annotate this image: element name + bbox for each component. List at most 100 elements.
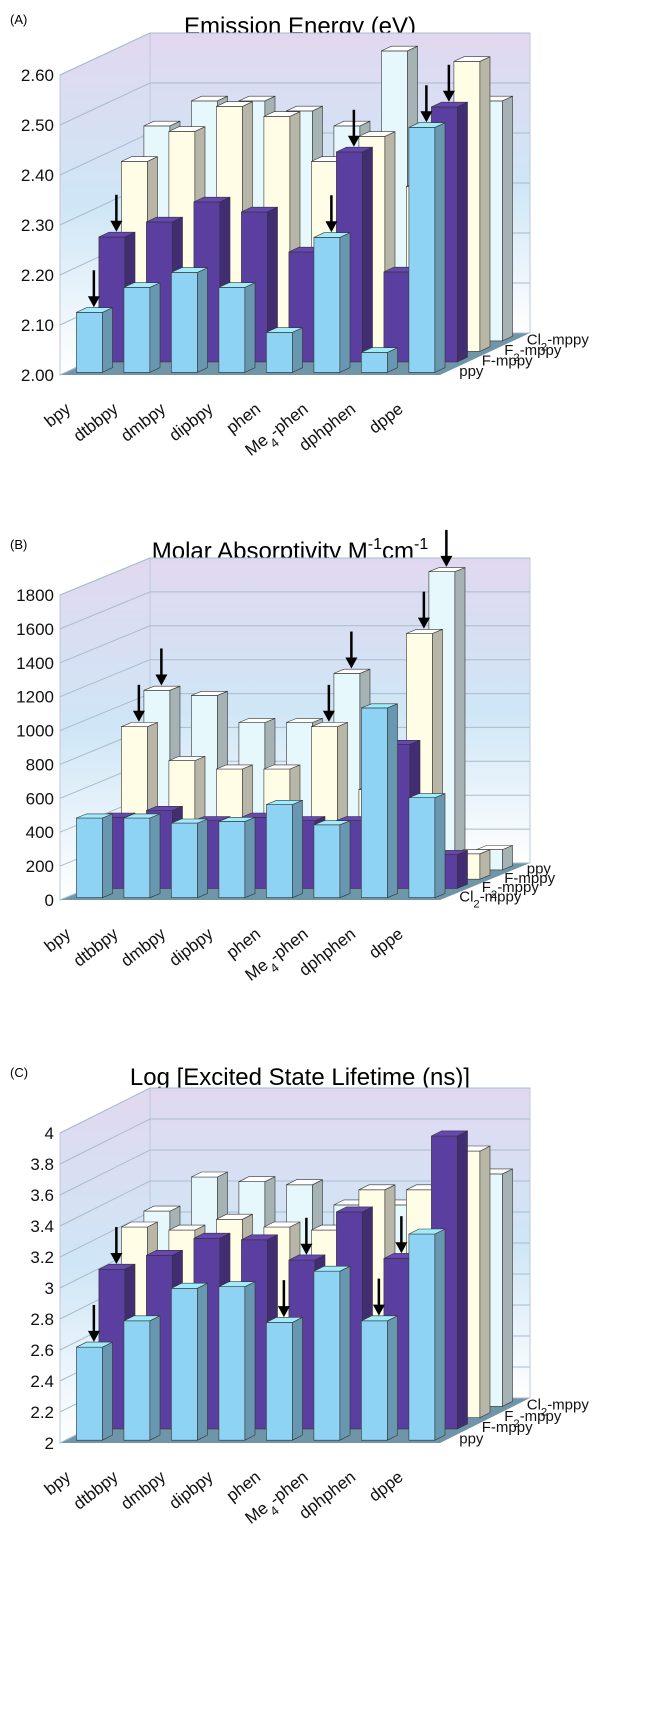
arrow — [347, 109, 360, 147]
bar — [171, 267, 208, 373]
y-tick-label: 0 — [45, 891, 54, 910]
x-tick-label: dppe — [365, 399, 407, 437]
bar — [123, 282, 161, 373]
bar — [266, 799, 303, 899]
arrow — [442, 64, 455, 102]
x-tick-label: dppe — [365, 1467, 407, 1505]
y-tick-label: 2.40 — [21, 166, 54, 185]
y-tick-label: 2.60 — [21, 66, 54, 85]
excited-state-lifetime-chart: (C) Log [Excited State Lifetime (ns)] 2 2.2… — [10, 1064, 590, 1528]
series-label: ppy — [459, 363, 484, 380]
bar — [218, 282, 256, 373]
y-tick-label: 3.2 — [30, 1248, 54, 1267]
bar — [123, 1315, 161, 1441]
bar — [361, 703, 398, 899]
bar — [313, 232, 351, 373]
bar — [313, 1265, 351, 1441]
x-tick-label: dipbpy — [166, 1467, 218, 1513]
y-tick-label: 2.30 — [21, 216, 54, 235]
x-tick-label: dmbpy — [117, 399, 169, 446]
arrow — [417, 591, 430, 629]
x-tick-label: dmbpy — [117, 924, 169, 971]
chart-panel-a: (A) Emission Energy (eV) 2.00 2.10 2.20 2.30 2… — [0, 0, 655, 530]
x-tick-label: dtbbpy — [70, 924, 122, 971]
y-tick-label: 2.8 — [30, 1310, 54, 1329]
arrow — [345, 631, 358, 669]
x-tick-label: dipbpy — [166, 399, 218, 445]
arrow — [87, 1304, 100, 1342]
series-label: Cl2-mppy — [527, 1397, 590, 1419]
y-tick-label: 2 — [45, 1434, 54, 1453]
bar — [218, 1281, 256, 1441]
arrow — [132, 684, 145, 722]
arrow — [420, 85, 433, 123]
y-tick-label: 2.00 — [21, 366, 54, 385]
y-tick-label: 1200 — [16, 688, 54, 707]
bar — [123, 813, 161, 899]
gridline — [59, 1118, 530, 1165]
chart-panel-b: (B) Molar Absorptivity M-1cm-1 0 200 400 600 8… — [0, 525, 655, 1055]
x-tick-label: bpy — [41, 399, 75, 431]
series-label: F2-mppy — [504, 342, 562, 364]
arrow — [372, 1278, 385, 1316]
gridline — [59, 625, 530, 664]
arrow — [325, 195, 338, 233]
bar — [76, 813, 113, 899]
x-tick-label: bpy — [41, 1467, 75, 1499]
bar — [218, 816, 256, 899]
y-tick-label: 3 — [45, 1279, 54, 1298]
molar-absorptivity-chart: (B) Molar Absorptivity M-1cm-102004006008… — [10, 529, 556, 985]
series-label: ppy — [527, 861, 552, 878]
bar — [171, 818, 208, 899]
bar — [76, 307, 113, 373]
chart-panel-c: (C) Log [Excited State Lifetime (ns)] 2 2.2… — [0, 1053, 655, 1714]
y-tick-label: 1000 — [16, 722, 54, 741]
x-tick-label: dtbbpy — [70, 1467, 122, 1514]
y-tick-label: 2.10 — [21, 316, 54, 335]
y-tick-label: 800 — [26, 755, 54, 774]
y-tick-label: 1400 — [16, 654, 54, 673]
bar — [76, 1341, 113, 1441]
bar — [266, 1316, 303, 1441]
y-tick-label: 1600 — [16, 620, 54, 639]
series-label: F2-mppy — [482, 879, 540, 901]
panel-label: (B) — [10, 537, 27, 552]
gridline — [59, 1087, 530, 1134]
arrow — [395, 1216, 408, 1254]
gridline — [59, 557, 530, 596]
bar — [408, 122, 446, 373]
x-tick-label: dtbbpy — [70, 399, 122, 446]
bar — [408, 793, 446, 899]
y-tick-label: 2.4 — [30, 1372, 54, 1391]
y-tick-label: 4 — [45, 1124, 54, 1143]
series-label: F-mppy — [504, 870, 555, 887]
emission-energy-chart: (A) Emission Energy (eV)2.002.102.202.302… — [10, 12, 590, 460]
gridline — [59, 1149, 530, 1196]
y-tick-label: 2.6 — [30, 1341, 54, 1360]
y-tick-label: 200 — [26, 857, 54, 876]
gridline — [59, 1180, 530, 1227]
y-tick-label: 3.8 — [30, 1155, 54, 1174]
arrow — [110, 194, 123, 232]
bar — [313, 820, 351, 899]
y-tick-label: 400 — [26, 823, 54, 842]
arrow — [440, 529, 453, 567]
y-tick-label: 3.6 — [30, 1186, 54, 1205]
x-tick-label: bpy — [41, 924, 75, 956]
bar — [266, 327, 303, 373]
arrow — [322, 684, 335, 722]
series-label: Cl2-mppy — [459, 888, 522, 910]
series-label: F2-mppy — [504, 1408, 562, 1430]
gridline — [59, 32, 530, 76]
y-tick-label: 2.2 — [30, 1403, 54, 1422]
chart-title: Log [Excited State Lifetime (ns)] — [130, 1064, 470, 1091]
arrow — [300, 1217, 313, 1255]
bar — [361, 1315, 398, 1441]
bar — [171, 1282, 208, 1441]
x-tick-label: dppe — [365, 924, 407, 962]
arrow — [110, 1227, 123, 1264]
y-tick-label: 3.4 — [30, 1217, 54, 1236]
series-label: F-mppy — [482, 352, 533, 369]
gridline — [59, 659, 530, 698]
series-label: Cl2-mppy — [527, 331, 590, 353]
